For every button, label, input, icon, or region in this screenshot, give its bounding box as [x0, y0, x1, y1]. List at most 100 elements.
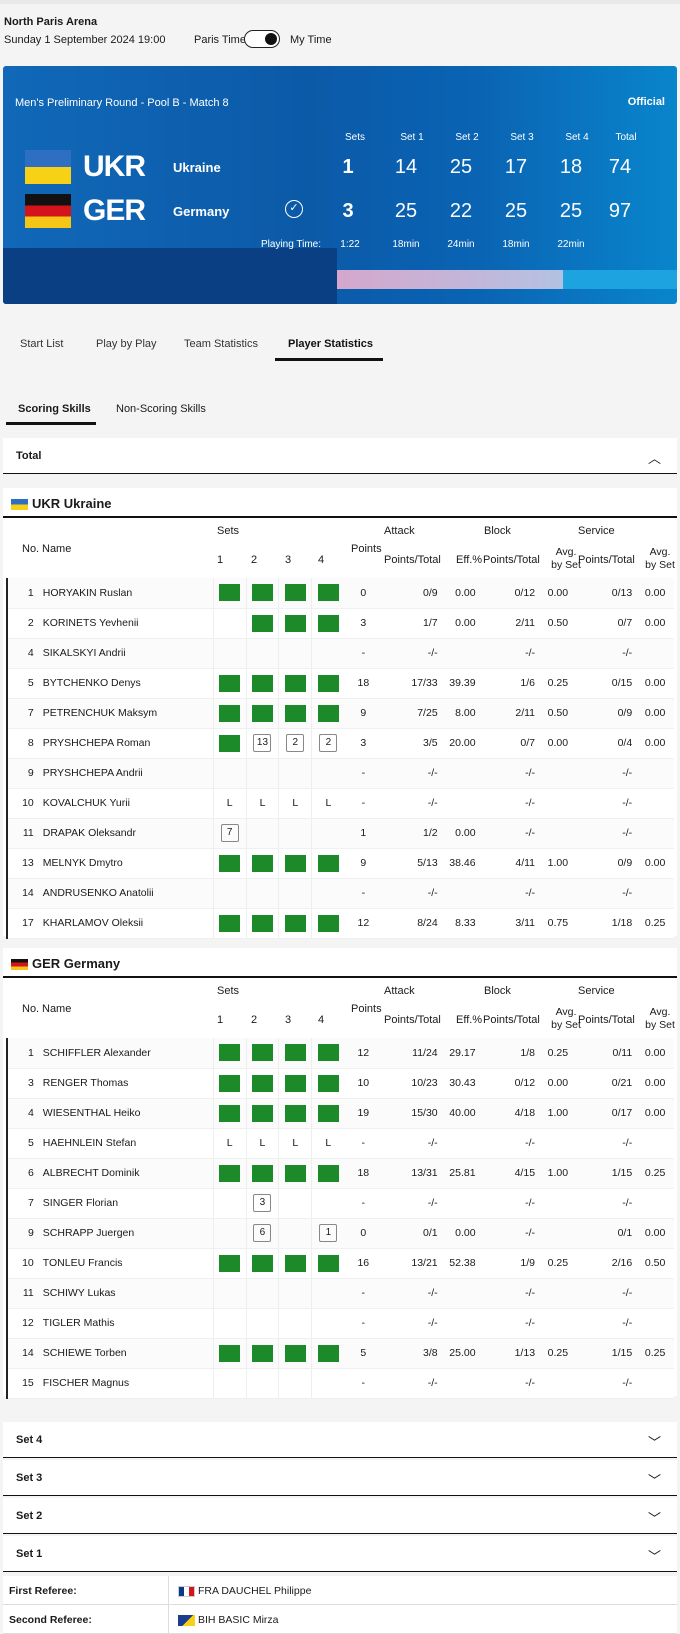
- total-accordion[interactable]: Total ︿: [3, 438, 677, 474]
- set-2-cell: [245, 1098, 279, 1129]
- libero-marker: L: [259, 797, 266, 809]
- set1-accordion[interactable]: Set 1 ﹀: [3, 1536, 677, 1572]
- set3-accordion[interactable]: Set 3 ﹀: [3, 1460, 677, 1496]
- set-3-cell: [278, 1098, 312, 1129]
- block-points-total: 0/7: [481, 728, 540, 759]
- block-points-total: -/-: [481, 1278, 540, 1309]
- player-row: 8 PRYSHCHEPA Roman 13 2 2 3 3/5 20.00 0/7 0.00 0/4…: [6, 728, 674, 759]
- subtab-scoring-skills[interactable]: Scoring Skills: [18, 403, 91, 415]
- player-row: 10 TONLEU Francis 16 13/21 52.38 1/9 0.25 2/16 0…: [6, 1248, 674, 1279]
- set-played-marker: [219, 854, 241, 872]
- ukr-th-set1: 1: [217, 554, 224, 566]
- set-played-marker: [284, 584, 306, 602]
- set-2-cell: [245, 578, 279, 609]
- attack-efficiency: [443, 1278, 482, 1309]
- attack-points-total: -/-: [382, 878, 444, 909]
- set-played-marker: [219, 704, 241, 722]
- service-avg-by-set: 0.25: [636, 1338, 674, 1369]
- substitution-marker: 3: [253, 1194, 272, 1212]
- service-avg-by-set: [636, 1368, 674, 1399]
- block-avg-by-set: 0.50: [539, 608, 577, 639]
- set-played-marker: [317, 1254, 339, 1272]
- player-number: 6: [6, 1158, 43, 1189]
- set-played-marker: [219, 1044, 241, 1062]
- ukr-th-set2: 2: [251, 554, 258, 566]
- set-3-cell: [278, 578, 312, 609]
- ger-header-divider: [3, 976, 677, 978]
- header-sets: Sets: [344, 132, 365, 143]
- player-number: 1: [6, 578, 43, 609]
- substitution-marker: 6: [253, 1224, 272, 1242]
- player-name: FISCHER Magnus: [42, 1368, 214, 1399]
- block-avg-by-set: 0.00: [539, 578, 577, 609]
- set-1-cell: [212, 1158, 247, 1189]
- set-1-cell: [212, 1308, 247, 1339]
- set-1-cell: [212, 1218, 247, 1249]
- player-name: SCHIFFLER Alexander: [42, 1038, 214, 1069]
- set-played-marker: [284, 674, 306, 692]
- set-3-cell: [278, 638, 312, 669]
- ukr-th-attack: Attack: [384, 525, 415, 537]
- attack-points-total: -/-: [382, 1278, 444, 1309]
- block-points-total: 0/12: [481, 578, 540, 609]
- set-3-cell: [278, 698, 312, 729]
- set-1-cell: [212, 578, 247, 609]
- header-set1: Set 1: [400, 132, 424, 143]
- tab-team-statistics[interactable]: Team Statistics: [184, 338, 258, 350]
- set4-accordion[interactable]: Set 4 ﹀: [3, 1422, 677, 1458]
- set-played-marker: [284, 1074, 306, 1092]
- points-value: 0: [344, 1218, 383, 1249]
- service-avg-by-set: 0.00: [636, 668, 674, 699]
- service-points-total: 0/4: [576, 728, 637, 759]
- set-4-cell: L: [311, 788, 345, 819]
- service-points-total: 0/15: [576, 668, 637, 699]
- set-4-cell: [311, 638, 345, 669]
- ukr-th-blk-avg: Avg. by Set: [548, 546, 584, 572]
- block-avg-by-set: 1.00: [539, 1158, 577, 1189]
- block-avg-by-set: [539, 788, 577, 819]
- timezone-toggle[interactable]: [244, 30, 280, 48]
- paris-time-label: Paris Time: [194, 34, 246, 46]
- player-number: 1: [6, 1038, 43, 1069]
- attack-efficiency: 39.39: [443, 668, 482, 699]
- second-referee-label: Second Referee:: [9, 1614, 92, 1626]
- attack-efficiency: 0.00: [443, 578, 482, 609]
- service-avg-by-set: 0.00: [636, 728, 674, 759]
- set-4-cell: [311, 1158, 345, 1189]
- attack-points-total: -/-: [382, 758, 444, 789]
- player-name: ANDRUSENKO Anatolii: [42, 878, 214, 909]
- player-number: 2: [6, 608, 43, 639]
- ger-set2: 22: [449, 200, 473, 222]
- subtab-non-scoring-skills[interactable]: Non-Scoring Skills: [116, 403, 206, 415]
- set-3-cell: [278, 848, 312, 879]
- set-played-marker: [251, 1164, 273, 1182]
- player-row: 9 SCHRAPP Juergen 6 1 0 0/1 0.00 -/- 0/1 0.00: [6, 1218, 674, 1249]
- block-points-total: 4/18: [481, 1098, 540, 1129]
- set-3-cell: [278, 878, 312, 909]
- team-code-ger: GER: [83, 194, 146, 227]
- ukr-header-divider: [3, 516, 677, 518]
- service-points-total: -/-: [576, 1188, 637, 1219]
- tab-player-statistics[interactable]: Player Statistics: [288, 338, 373, 350]
- set-2-cell: 13: [245, 728, 279, 759]
- block-avg-by-set: [539, 878, 577, 909]
- player-number: 8: [6, 728, 43, 759]
- points-value: -: [344, 1278, 383, 1309]
- block-points-total: -/-: [481, 1308, 540, 1339]
- header-set3: Set 3: [510, 132, 534, 143]
- points-value: 18: [344, 1158, 383, 1189]
- set2-accordion[interactable]: Set 2 ﹀: [3, 1498, 677, 1534]
- player-number: 15: [6, 1368, 43, 1399]
- tab-play-by-play[interactable]: Play by Play: [96, 338, 157, 350]
- player-name: SIKALSKYI Andrii: [42, 638, 214, 669]
- tab-start-list[interactable]: Start List: [20, 338, 64, 350]
- substitution-marker: 7: [220, 824, 239, 842]
- player-name: KORINETS Yevhenii: [42, 608, 214, 639]
- attack-points-total: 0/9: [382, 578, 444, 609]
- first-referee-row: First Referee: FRA DAUCHEL Philippe: [3, 1576, 677, 1605]
- team-name-ukr: Ukraine: [173, 160, 221, 175]
- player-name: SCHIWY Lukas: [42, 1278, 214, 1309]
- attack-points-total: 1/7: [382, 608, 444, 639]
- service-avg-by-set: 0.00: [636, 1098, 674, 1129]
- player-number: 17: [6, 908, 43, 939]
